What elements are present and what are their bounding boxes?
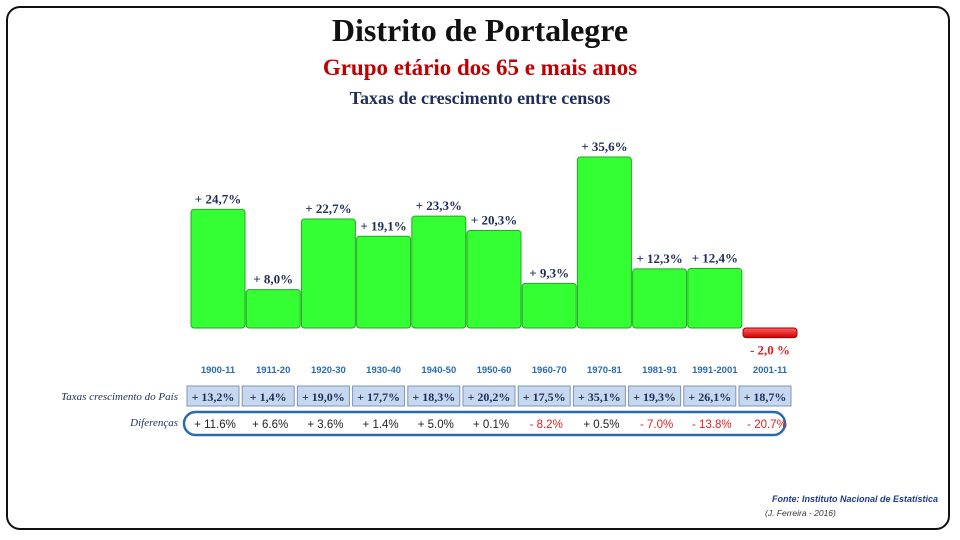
country-rate-label: + 35,1%	[578, 390, 621, 404]
country-rate-label: + 13,2%	[192, 390, 235, 404]
chart-title: Distrito de Portalegre	[331, 12, 629, 48]
country-rate-box	[628, 385, 682, 407]
country-rate-box	[683, 385, 737, 407]
country-rate-box	[296, 385, 350, 407]
data-label: + 19,1%	[360, 218, 406, 233]
category-label: 1981-91	[642, 365, 678, 376]
country-rates-row-label: Taxas crescimento do País	[61, 391, 178, 403]
difference-label: + 0.1%	[473, 419, 509, 431]
data-label: + 12,4%	[692, 250, 738, 265]
country-rate-label: + 17,7%	[357, 390, 400, 404]
country-rate-label: + 19,3%	[633, 390, 676, 404]
difference-label: + 6.6%	[252, 419, 288, 431]
category-label: 1920-30	[311, 365, 346, 376]
country-rate-box	[462, 385, 516, 407]
category-label: 1940-50	[421, 365, 456, 376]
category-label: 1900-11	[201, 365, 236, 376]
source-note: Fonte: Instituto Nacional de Estatística	[771, 494, 938, 504]
category-label: 1930-40	[366, 365, 401, 376]
data-label: + 35,6%	[581, 139, 627, 154]
bar	[411, 215, 467, 329]
difference-label: - 8.2%	[530, 419, 563, 431]
bar	[300, 218, 356, 329]
country-rate-box	[572, 385, 626, 407]
category-label: 2001-11	[753, 365, 788, 376]
bar	[576, 156, 632, 329]
difference-label: + 0.5%	[583, 419, 619, 431]
country-rate-label: + 20,2%	[468, 390, 511, 404]
difference-label: + 11.6%	[194, 419, 236, 431]
category-label: 1991-2001	[692, 365, 738, 376]
country-rate-box	[738, 385, 792, 407]
bar	[521, 282, 577, 329]
category-label: 1960-70	[532, 365, 567, 376]
difference-label: + 3.6%	[307, 419, 343, 431]
data-label: + 9,3%	[529, 265, 569, 280]
data-label: + 22,7%	[305, 201, 351, 216]
country-rate-label: + 18,3%	[412, 390, 455, 404]
country-rate-box	[352, 385, 406, 407]
country-rate-label: + 18,7%	[744, 390, 787, 404]
difference-label: - 7.0%	[640, 419, 673, 431]
country-rate-box	[517, 385, 571, 407]
category-label: 1911-20	[256, 365, 290, 376]
chart-subtitle: Grupo etário dos 65 e mais anos	[322, 55, 638, 80]
difference-label: + 1.4%	[363, 419, 399, 431]
data-label: + 8,0%	[253, 272, 293, 287]
country-rate-label: + 26,1%	[688, 390, 731, 404]
data-label: - 2,0 %	[750, 343, 790, 358]
chart-subtitle-secondary: Taxas de crescimento entre censos	[349, 88, 611, 108]
author-credit: (J. Ferreira - 2016)	[765, 508, 836, 518]
difference-label: - 20.7%	[747, 419, 787, 431]
bar	[245, 289, 301, 329]
country-rate-label: + 19,0%	[302, 390, 345, 404]
bar	[356, 235, 412, 329]
data-label: + 20,3%	[471, 212, 517, 227]
bar-negative	[742, 327, 798, 339]
data-label: + 24,7%	[195, 191, 241, 206]
country-rate-box	[241, 385, 295, 407]
bar	[632, 268, 688, 329]
bar	[190, 208, 246, 329]
differences-row-label: Diferenças	[130, 417, 178, 429]
category-label: 1950-60	[477, 365, 512, 376]
difference-label: - 13.8%	[692, 419, 732, 431]
country-rate-box	[186, 385, 240, 407]
difference-label: + 5.0%	[418, 419, 454, 431]
category-label: 1970-81	[587, 365, 623, 376]
data-label: + 12,3%	[636, 251, 682, 266]
data-label: + 23,3%	[416, 198, 462, 213]
bar	[687, 267, 743, 329]
country-rate-box	[407, 385, 461, 407]
differences-capsule	[182, 410, 787, 437]
bar	[466, 229, 522, 329]
country-rate-label: + 1,4%	[250, 390, 287, 404]
country-rate-label: + 17,5%	[523, 390, 566, 404]
